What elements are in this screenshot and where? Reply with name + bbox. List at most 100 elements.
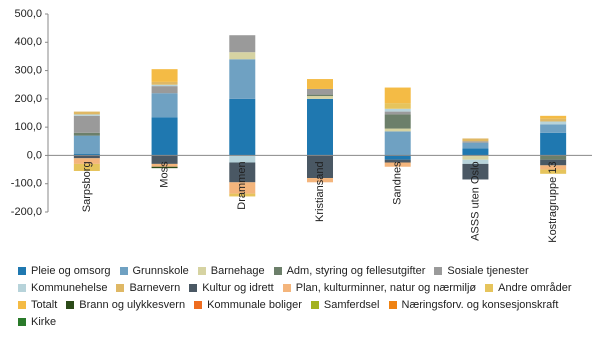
y-tick-label: -200,0: [11, 206, 42, 218]
bar-segment: [540, 169, 567, 174]
legend-label: Kommunehelse: [31, 281, 108, 294]
bar-segment: [540, 165, 567, 170]
bar-segment: [462, 138, 489, 142]
bar-segment: [540, 159, 567, 166]
bar-segment: [229, 35, 256, 53]
legend-label: Samferdsel: [323, 298, 380, 311]
legend-label: Næringsforv. og konsesjonskraft: [401, 298, 559, 311]
y-tick-label: 500,0: [14, 8, 42, 20]
legend-label: Sosiale tjenester: [447, 264, 529, 277]
bar-segment: [151, 163, 178, 167]
legend-label: Grunnskole: [132, 264, 189, 277]
legend-label: Brann og ulykkesvern: [79, 298, 186, 311]
bar-segment: [540, 115, 567, 119]
legend-item: Totalt: [18, 297, 57, 312]
legend-item: Andre områder: [485, 280, 571, 295]
legend-item: Kommunale boliger: [194, 297, 302, 312]
bar-segment: [540, 121, 567, 125]
y-tick-label: -100,0: [11, 178, 42, 190]
legend-swatch: [485, 283, 494, 292]
y-tick-label: 0,0: [27, 149, 42, 161]
bar-segment: [462, 159, 489, 164]
bar-segment: [151, 117, 178, 156]
legend-swatch: [197, 266, 206, 275]
bar-segment: [540, 132, 567, 156]
bar-segment: [462, 148, 489, 156]
legend-label: Andre områder: [498, 281, 572, 294]
chart: 500,0 400,0 300,0 200,0 100,0 0,0 -100,0 -200,0…: [11, 8, 592, 243]
x-tick-label: Kostragruppe 13: [547, 161, 559, 242]
bar-segment: [307, 178, 333, 183]
legend-label: Totalt: [31, 298, 58, 311]
bar-segment: [73, 163, 100, 171]
bar-segment: [151, 69, 178, 82]
bar-segment: [73, 155, 100, 159]
bar-segment: [307, 98, 333, 156]
bar-segment: [73, 154, 100, 156]
bar-segment: [384, 103, 411, 109]
legend-item: Kultur og idrett: [189, 280, 274, 295]
bar-segment: [384, 128, 411, 132]
x-tick-label: ASSS uten Oslo: [469, 161, 481, 241]
bar-segment: [229, 98, 256, 156]
bar-segment: [307, 96, 333, 99]
bar-segment: [229, 59, 256, 99]
legend-label: Plan, kulturminner, natur og nærmiljø: [295, 281, 477, 294]
bar-segment: [73, 115, 100, 133]
bar-segment: [229, 52, 256, 60]
legend-item: Pleie og omsorg: [18, 263, 111, 278]
bar-segment: [151, 93, 178, 118]
legend-label: Kommunale boliger: [207, 298, 302, 311]
legend-swatch: [282, 283, 291, 292]
bar-segment: [151, 84, 178, 87]
bar-segment: [384, 108, 411, 112]
bar-segment: [73, 158, 100, 164]
legend-swatch: [189, 283, 198, 292]
bar-segment: [307, 79, 333, 89]
bar-segment: [384, 159, 411, 163]
legend-swatch: [66, 300, 75, 309]
bar-segment: [384, 114, 411, 129]
y-tick-label: 300,0: [14, 64, 42, 76]
bar-segment: [73, 132, 100, 136]
legend-label: Barnehage: [210, 264, 265, 277]
bar-segment: [307, 155, 333, 179]
bar-segment: [229, 193, 256, 197]
legend-item: Kommunehelse: [18, 280, 107, 295]
legend-swatch: [194, 300, 203, 309]
legend: Pleie og omsorg Grunnskole Barnehage Adm, s…: [18, 263, 593, 329]
bar-segment: [462, 142, 489, 149]
x-tick-label: Kristiansand: [314, 161, 326, 222]
bar-segment: [384, 162, 411, 167]
bar-segment: [462, 155, 489, 160]
bar-segment: [384, 87, 411, 104]
bar-segment: [462, 141, 489, 143]
y-tick-label: 400,0: [14, 36, 42, 48]
legend-swatch: [119, 266, 128, 275]
bar-segment: [307, 88, 333, 95]
legend-swatch: [388, 300, 397, 309]
bar-segment: [73, 114, 100, 116]
x-tick-label: Sandnes: [392, 161, 404, 205]
bar-segment: [540, 124, 567, 133]
bar-segment: [151, 81, 178, 85]
legend-label: Adm, styring og fellesutgifter: [286, 264, 426, 277]
bar-segment: [384, 131, 411, 156]
bar-segment: [73, 135, 100, 155]
legend-item: Kirke: [18, 314, 56, 329]
bar-segment: [384, 155, 411, 160]
x-tick-label: Drammen: [236, 161, 248, 209]
legend-swatch: [18, 317, 26, 326]
bar-segment: [540, 155, 567, 160]
legend-swatch: [18, 266, 26, 275]
legend-label: Barnevern: [129, 281, 181, 294]
legend-item: Barnevern: [116, 280, 180, 295]
legend-label: Kirke: [31, 315, 57, 328]
legend-item: Næringsforv. og konsesjonskraft: [388, 297, 559, 312]
legend-item: Grunnskole: [119, 263, 189, 278]
bar-segment: [151, 155, 178, 164]
legend-swatch: [434, 266, 443, 275]
x-tick-label: Sarpsborg: [81, 161, 93, 212]
legend-swatch: [18, 283, 26, 292]
